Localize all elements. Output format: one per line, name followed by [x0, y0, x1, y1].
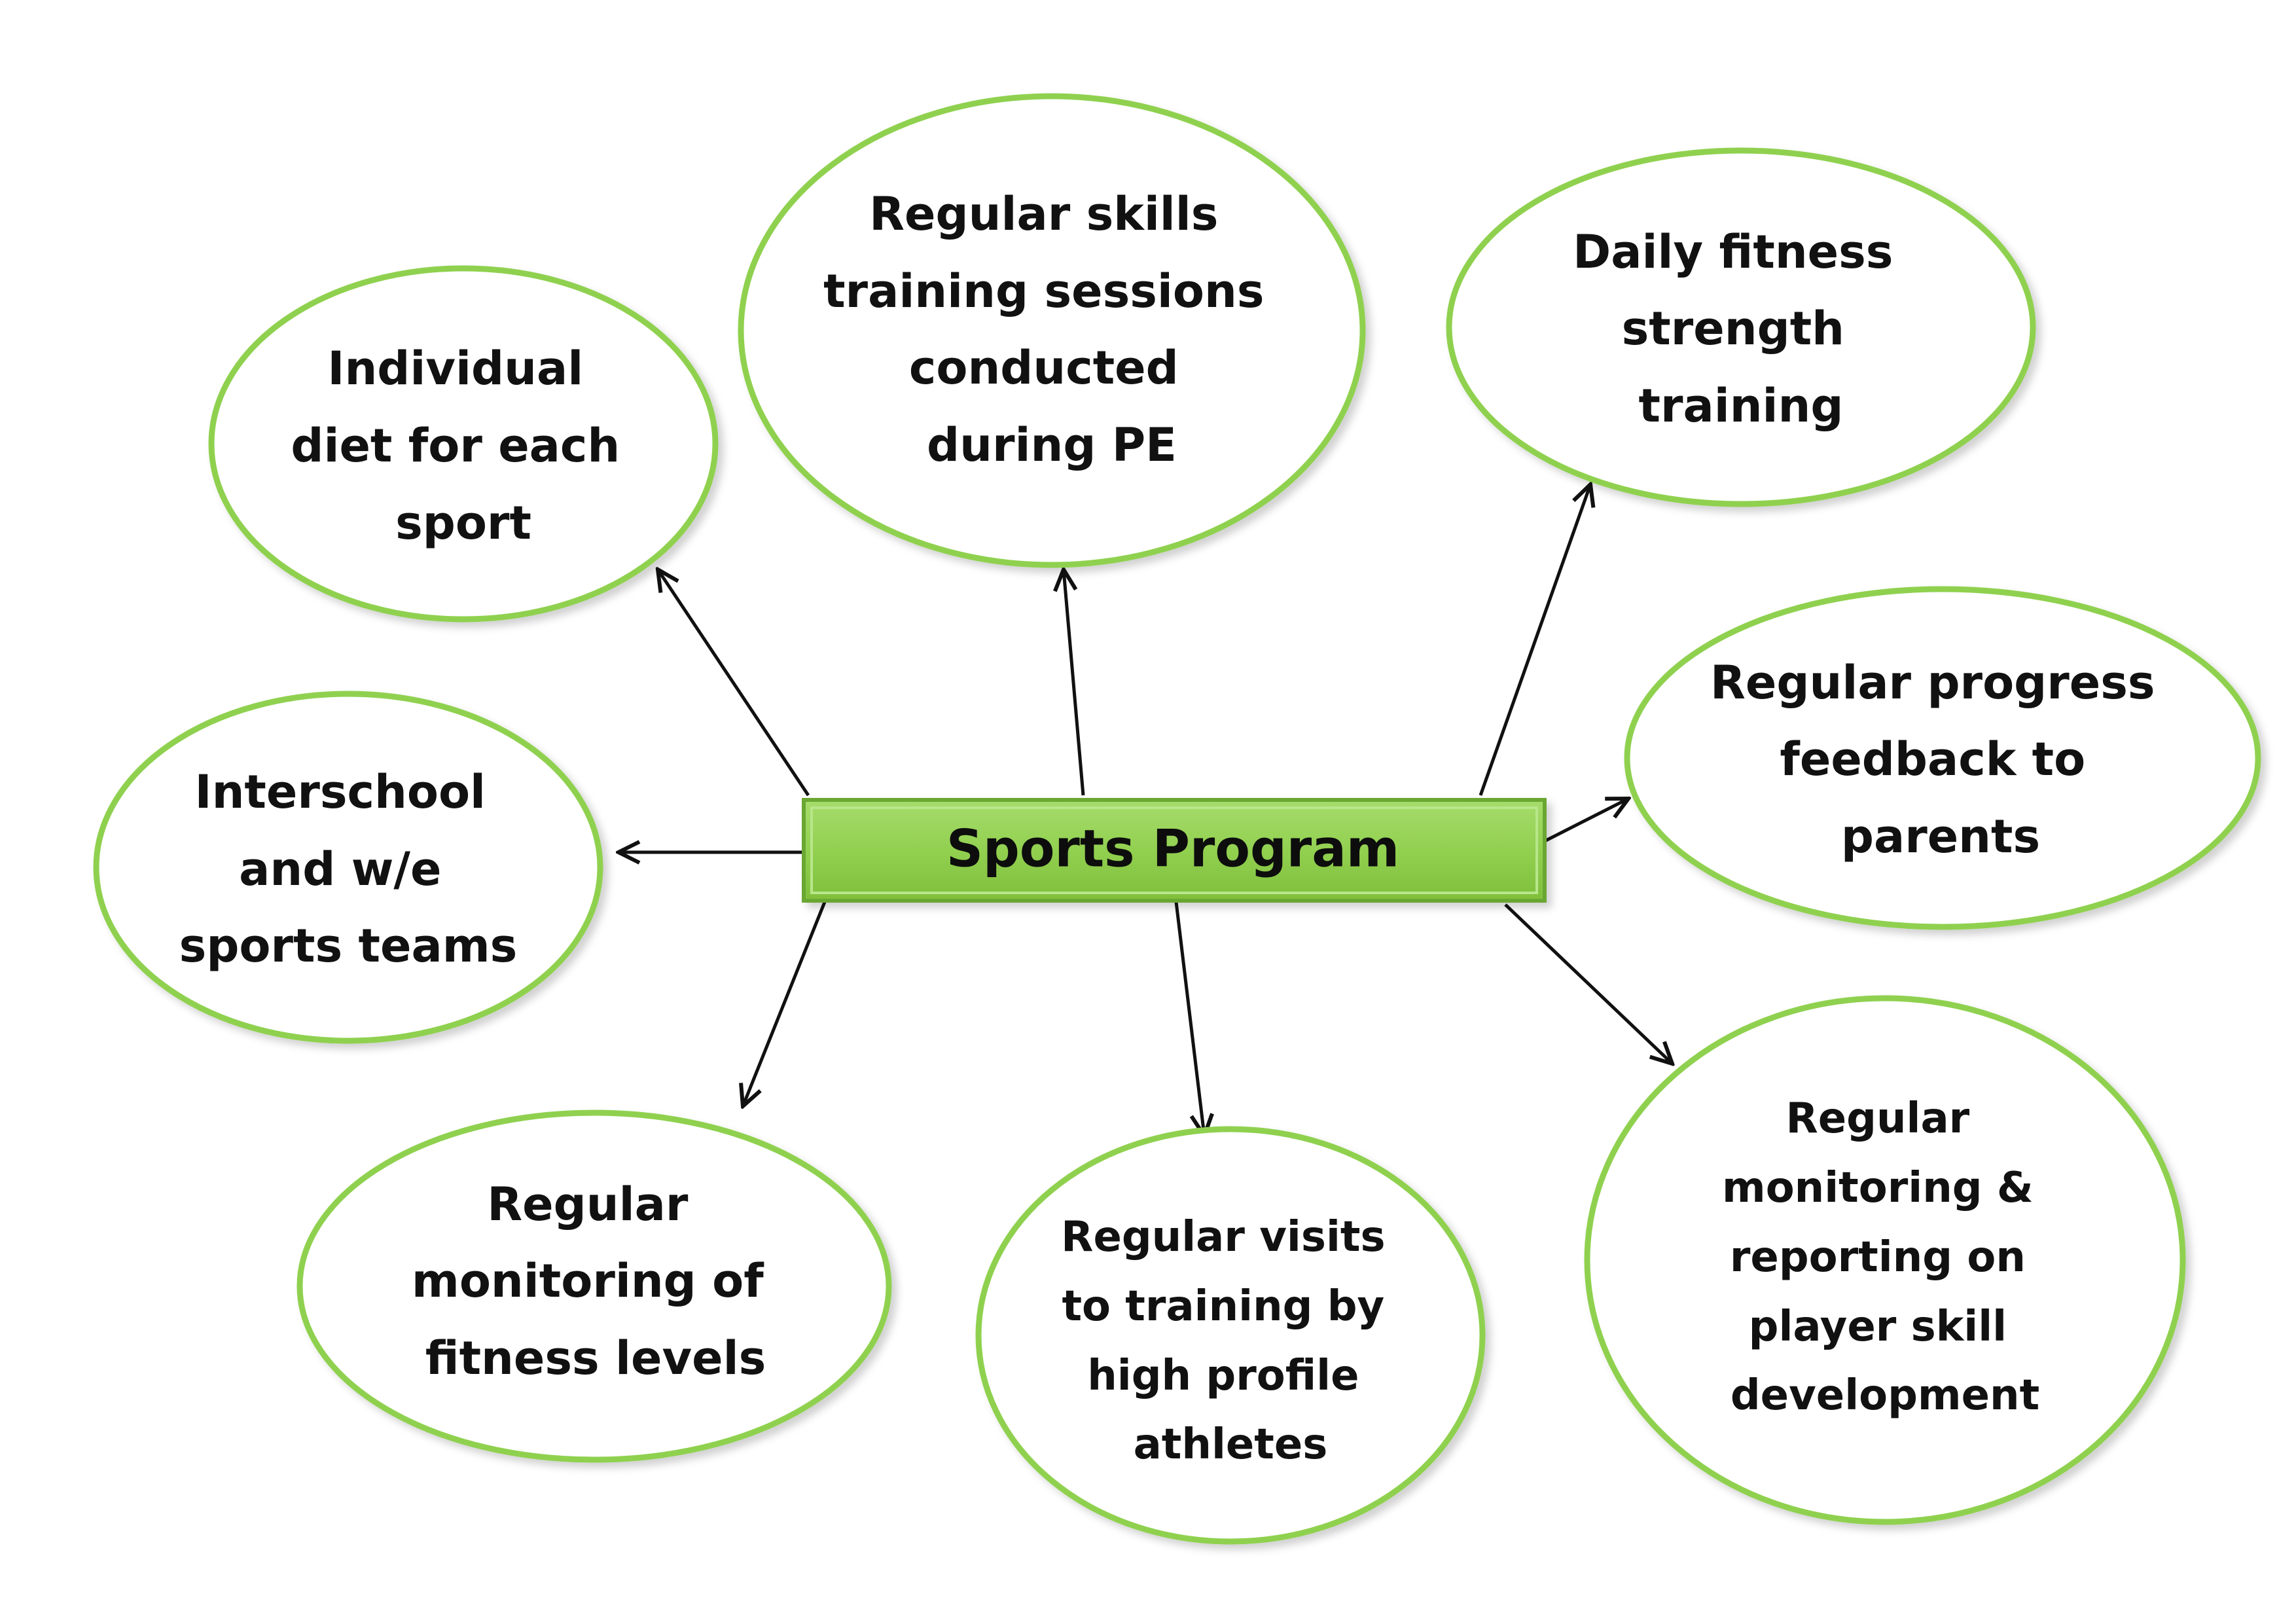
node-monitoring-fitness-label: Regular monitoring of fitness levels: [412, 1178, 780, 1385]
node-skill-development-label: Regular monitoring & reporting on player…: [1722, 1094, 2048, 1420]
node-labels: Individual diet for each sport Regular s…: [179, 187, 2171, 1469]
center-node: Sports Program: [802, 798, 1547, 903]
node-visits-label: Regular visits to training by high profi…: [1061, 1213, 1400, 1469]
center-box-bevel: [810, 806, 1538, 894]
node-interschool-label: Interschool and w/e sports teams: [179, 765, 518, 973]
center-box: [802, 798, 1547, 903]
node-visits-ellipse: [975, 1126, 1486, 1545]
node-fitness-ellipse: [1446, 147, 2036, 507]
node-interschool-ellipse: [93, 691, 603, 1044]
arrow-to-skill-development: [1504, 903, 1672, 1064]
arrow-to-skills: [1064, 569, 1085, 796]
node-diet-ellipse: [208, 265, 719, 623]
node-feedback-label: Regular progress feedback to parents: [1710, 656, 2171, 863]
arrow-to-diet: [658, 569, 810, 797]
node-fitness-label: Daily fitness strength training: [1573, 225, 1909, 433]
arrow-to-fitness: [1479, 484, 1590, 796]
arrow-to-monitoring-fitness: [743, 901, 827, 1106]
node-ellipses: [93, 93, 2261, 1545]
node-skills-ellipse: [738, 93, 1366, 568]
arrow-to-visits: [1174, 901, 1204, 1136]
node-skills-label: Regular skills training sessions conduct…: [823, 187, 1280, 472]
connectors: [619, 484, 1672, 1136]
center-label: Sports Program: [946, 820, 1399, 878]
node-feedback-ellipse: [1624, 586, 2261, 930]
arrow-to-feedback: [1543, 799, 1628, 843]
node-diet-label: Individual diet for each sport: [291, 342, 636, 550]
node-monitoring-fitness-ellipse: [296, 1110, 892, 1463]
node-skill-development-ellipse: [1584, 995, 2186, 1525]
